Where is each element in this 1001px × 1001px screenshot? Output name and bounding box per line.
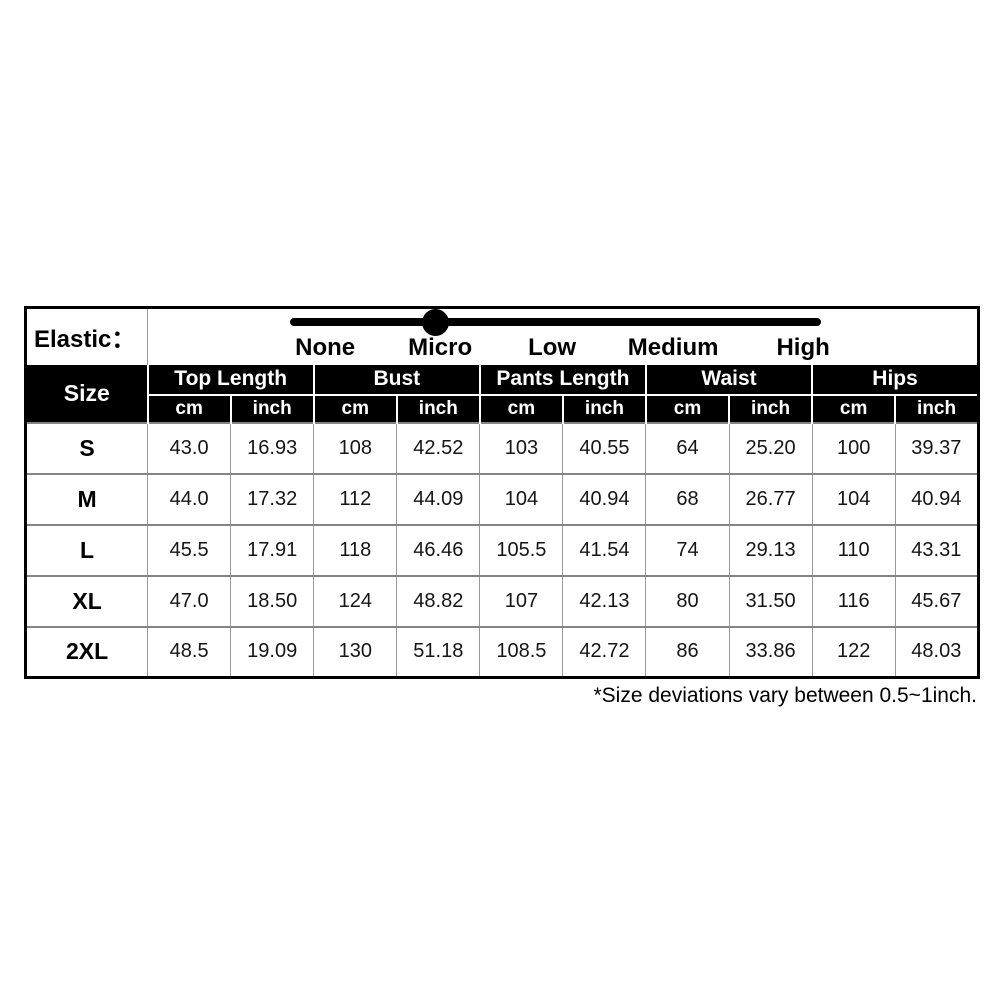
size-label: S: [25, 421, 148, 474]
group-header-hips: Hips: [811, 364, 979, 396]
measurement-value: 103: [479, 421, 563, 474]
measurement-value: 110: [811, 523, 896, 576]
measurement-value: 74: [645, 523, 730, 576]
footnote: *Size deviations vary between 0.5~1inch.: [593, 684, 978, 707]
measurement-value: 42.72: [562, 625, 646, 678]
group-header-bust: Bust: [312, 364, 480, 396]
measurement-value: 17.32: [230, 472, 314, 525]
measurement-value: 112: [313, 472, 397, 525]
measurement-value: 80: [645, 574, 730, 627]
size-label: L: [25, 523, 148, 576]
measurement-value: 44.09: [396, 472, 480, 525]
unit-header-cm: cm: [811, 394, 896, 423]
group-header-waist: Waist: [644, 364, 813, 396]
unit-header-cm: cm: [644, 394, 730, 423]
measurement-value: 48.82: [396, 574, 480, 627]
measurement-value: 48.5: [147, 625, 231, 678]
measurement-value: 39.37: [894, 421, 979, 474]
measurement-value: 18.50: [230, 574, 314, 627]
measurement-value: 17.91: [230, 523, 314, 576]
measurement-value: 118: [313, 523, 397, 576]
measurement-value: 16.93: [230, 421, 314, 474]
measurement-value: 107: [479, 574, 563, 627]
elastic-label: Elastic：: [25, 307, 149, 365]
elastic-level-low: Low: [528, 334, 577, 361]
measurement-value: 25.20: [728, 421, 813, 474]
measurement-value: 42.52: [396, 421, 480, 474]
measurement-value: 104: [811, 472, 896, 525]
measurement-value: 130: [313, 625, 397, 678]
table-row: 2XL 48.5 19.09 130 51.18 108.5 42.72 86 33.86 122…: [25, 625, 979, 678]
measurement-value: 42.13: [562, 574, 646, 627]
unit-header-row: cm inch cm inch cm inch cm inch cm inch: [26, 394, 979, 423]
measurement-value: 40.94: [562, 472, 646, 525]
table-row: XL 47.0 18.50 124 48.82 107 42.13 80 31.50 116 45.…: [25, 574, 979, 627]
measurement-value: 31.50: [728, 574, 813, 627]
measurement-value: 45.67: [894, 574, 979, 627]
elastic-row: Elastic： None Micro Low Medium High: [25, 307, 979, 365]
table-row: M 44.0 17.32 112 44.09 104 40.94 68 26.77 104 40.9…: [25, 472, 979, 525]
measurement-value: 108: [313, 421, 397, 474]
elastic-level-none: None: [295, 334, 356, 361]
unit-header-inch: inch: [728, 394, 813, 423]
elastic-slider-thumb[interactable]: [422, 309, 450, 336]
unit-header-cm: cm: [478, 394, 563, 423]
size-chart-table: Elastic： None Micro Low Medium High Size…: [24, 306, 980, 679]
measurement-value: 41.54: [562, 523, 646, 576]
unit-header-inch: inch: [395, 394, 480, 423]
measurement-value: 86: [645, 625, 730, 678]
measurement-value: 26.77: [728, 472, 813, 525]
measurement-value: 45.5: [147, 523, 231, 576]
elastic-slider-track[interactable]: [290, 318, 822, 326]
table-row: S 43.0 16.93 108 42.52 103 40.55 64 25.20 100 39.3…: [25, 421, 979, 474]
unit-header-inch: inch: [894, 394, 979, 423]
measurement-value: 104: [479, 472, 563, 525]
size-label: 2XL: [25, 625, 148, 678]
unit-header-cm: cm: [146, 394, 231, 423]
measurement-value: 46.46: [396, 523, 480, 576]
elastic-slider: None Micro Low Medium High: [147, 307, 979, 365]
unit-header-inch: inch: [229, 394, 314, 423]
measurement-value: 116: [811, 574, 896, 627]
size-column-header: Size: [25, 364, 149, 423]
measurement-value: 40.55: [562, 421, 646, 474]
unit-header-cm: cm: [312, 394, 397, 423]
measurement-value: 48.03: [894, 625, 979, 678]
measurement-value: 47.0: [147, 574, 231, 627]
measurement-value: 51.18: [396, 625, 480, 678]
elastic-level-high: High: [776, 334, 830, 361]
group-header-row: Size Top Length Bust Pants Length Waist …: [25, 364, 979, 423]
table-row: L 45.5 17.91 118 46.46 105.5 41.54 74 29.13 110 43…: [25, 523, 979, 576]
measurement-value: 43.31: [894, 523, 979, 576]
measurement-value: 44.0: [147, 472, 231, 525]
elastic-level-medium: Medium: [627, 334, 719, 361]
measurement-value: 124: [313, 574, 397, 627]
measurement-value: 40.94: [894, 472, 979, 525]
elastic-level-micro: Micro: [408, 334, 473, 361]
size-label: XL: [25, 574, 148, 627]
measurement-value: 29.13: [728, 523, 813, 576]
group-header-pants-length: Pants Length: [478, 364, 646, 396]
measurement-value: 43.0: [147, 421, 231, 474]
measurement-value: 122: [811, 625, 896, 678]
measurement-value: 68: [645, 472, 730, 525]
unit-header-inch: inch: [561, 394, 646, 423]
measurement-value: 100: [811, 421, 896, 474]
measurement-value: 108.5: [479, 625, 563, 678]
measurement-value: 33.86: [728, 625, 813, 678]
group-header-top-length: Top Length: [146, 364, 314, 396]
measurement-value: 64: [645, 421, 730, 474]
measurement-value: 105.5: [479, 523, 563, 576]
measurement-value: 19.09: [230, 625, 314, 678]
size-label: M: [25, 472, 148, 525]
